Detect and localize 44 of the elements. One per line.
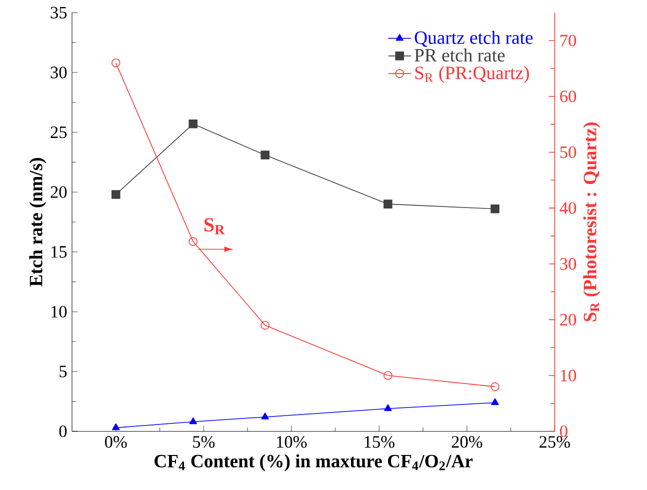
y-tick-label: 20	[50, 186, 67, 198]
legend-label: S$_{R}$ (PR:Quartz)	[415, 66, 529, 83]
y-tick-label: 0	[59, 425, 67, 438]
y2-tick-label: 40	[560, 202, 576, 214]
legend-label: PR etch rate	[414, 48, 505, 62]
x-tick-label: 10%	[277, 436, 307, 448]
y2-axis-title: S$_{R}$ (Photoresist : Quartz)	[583, 122, 600, 322]
y-tick-label: 35	[50, 6, 67, 18]
y2-tick-label: 50	[560, 146, 576, 158]
y-axis-title: Etch rate (nm/s)	[29, 158, 46, 286]
x-tick-label: 25%	[540, 436, 570, 448]
y-tick-label: 10	[51, 306, 67, 318]
y2-tick-label: 60	[560, 90, 576, 102]
point	[189, 417, 197, 424]
x-axis-title: CF$_{4}$ Content (%) in maxture CF$_{4}$/O$_{2}$/Ar	[154, 454, 473, 472]
point	[188, 120, 198, 128]
point	[260, 320, 270, 330]
y2-tick-label: 30	[560, 258, 576, 270]
point	[260, 150, 270, 160]
point	[261, 412, 269, 420]
y-tick-label: 15	[51, 246, 67, 258]
x-tick-label: 5%	[193, 436, 215, 448]
x-tick-label: 20%	[452, 436, 482, 448]
y2-tick-label: 10	[560, 370, 576, 382]
point	[384, 404, 392, 412]
point	[491, 398, 499, 406]
point	[490, 204, 500, 214]
point	[111, 190, 120, 199]
y2-tick-label: 0	[560, 425, 568, 438]
point	[111, 58, 120, 68]
legend-label: Quartz etch rate	[414, 30, 533, 47]
point	[384, 200, 392, 208]
point	[490, 382, 500, 392]
annotation: S$_{R}$	[204, 218, 225, 234]
y-tick-label: 25	[50, 126, 67, 138]
point	[112, 423, 120, 430]
y2-tick-label: 20	[560, 314, 576, 326]
y2-tick-label: 70	[560, 34, 576, 46]
y-tick-label: 5	[60, 366, 67, 378]
point	[188, 237, 198, 246]
y-tick-label: 30	[50, 66, 67, 78]
point	[384, 371, 392, 380]
x-tick-label: 0%	[104, 436, 127, 448]
x-tick-label: 15%	[364, 436, 394, 448]
